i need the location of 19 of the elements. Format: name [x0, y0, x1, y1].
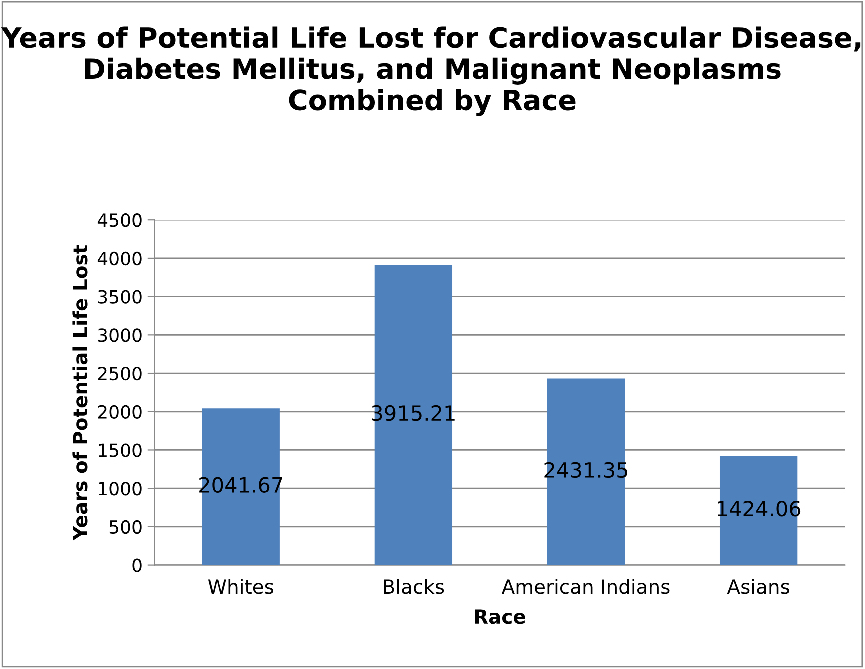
x-tick-label: American Indians	[502, 579, 670, 594]
y-tick-label: 0	[132, 558, 142, 572]
y-tick-label: 4000	[98, 252, 142, 266]
y-tick-label: 3500	[98, 290, 142, 304]
y-axis-title: Years of Potential Life Lost	[72, 245, 88, 541]
data-label: 2041.67	[200, 477, 282, 494]
chart-title: Years of Potential Life Lost for Cardiovascular Disease, Diabetes Mellitus, and Malignant Neoplasms Combined by Race	[1, 26, 861, 116]
x-tick-label: Asians	[727, 579, 790, 594]
x-tick-label: Whites	[208, 579, 274, 594]
y-tick-label: 2500	[98, 366, 142, 381]
x-tick-label: Blacks	[384, 579, 444, 594]
y-tick-label: 1500	[99, 444, 142, 458]
y-tick-label: 500	[110, 520, 142, 534]
y-tick-label: 2000	[98, 405, 142, 419]
y-tick-label: 4500	[98, 214, 142, 228]
data-label: 3915.21	[372, 405, 455, 422]
y-tick-label: 3000	[98, 328, 142, 342]
x-axis-title: Race	[475, 610, 526, 624]
y-tick-label: 1000	[99, 482, 142, 496]
